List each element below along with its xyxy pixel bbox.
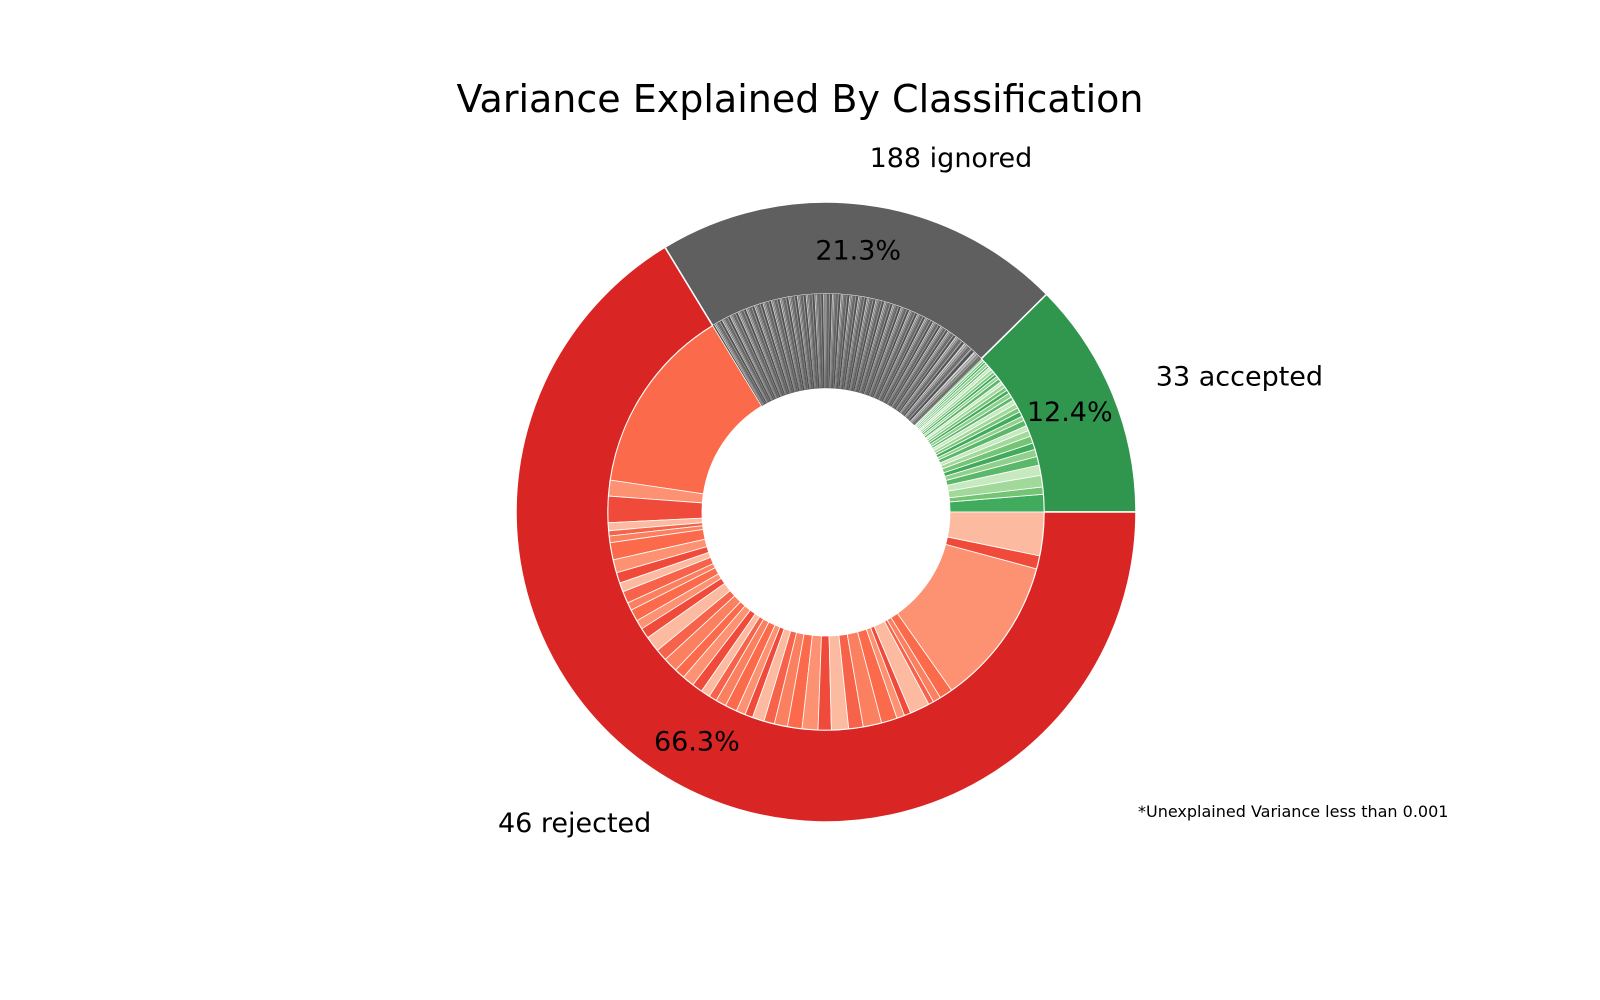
outer-ring xyxy=(515,201,1137,823)
slice-label-ignored: 188 ignored xyxy=(870,143,1033,174)
inner-slice-rejected-46 xyxy=(946,511,1045,557)
chart-title: Variance Explained By Classification xyxy=(457,77,1144,121)
inner-ring xyxy=(607,293,1045,731)
slice-pct-ignored: 21.3% xyxy=(815,235,901,266)
footnote: *Unexplained Variance less than 0.001 xyxy=(1138,802,1448,821)
slice-label-rejected: 46 rejected xyxy=(498,808,651,839)
slice-labels: 33 accepted 12.4% 188 ignored 21.3% 46 rejec… xyxy=(498,143,1323,839)
slice-pct-accepted: 12.4% xyxy=(1027,397,1113,428)
slice-pct-rejected: 66.3% xyxy=(654,727,740,758)
slice-label-accepted: 33 accepted xyxy=(1156,362,1323,393)
